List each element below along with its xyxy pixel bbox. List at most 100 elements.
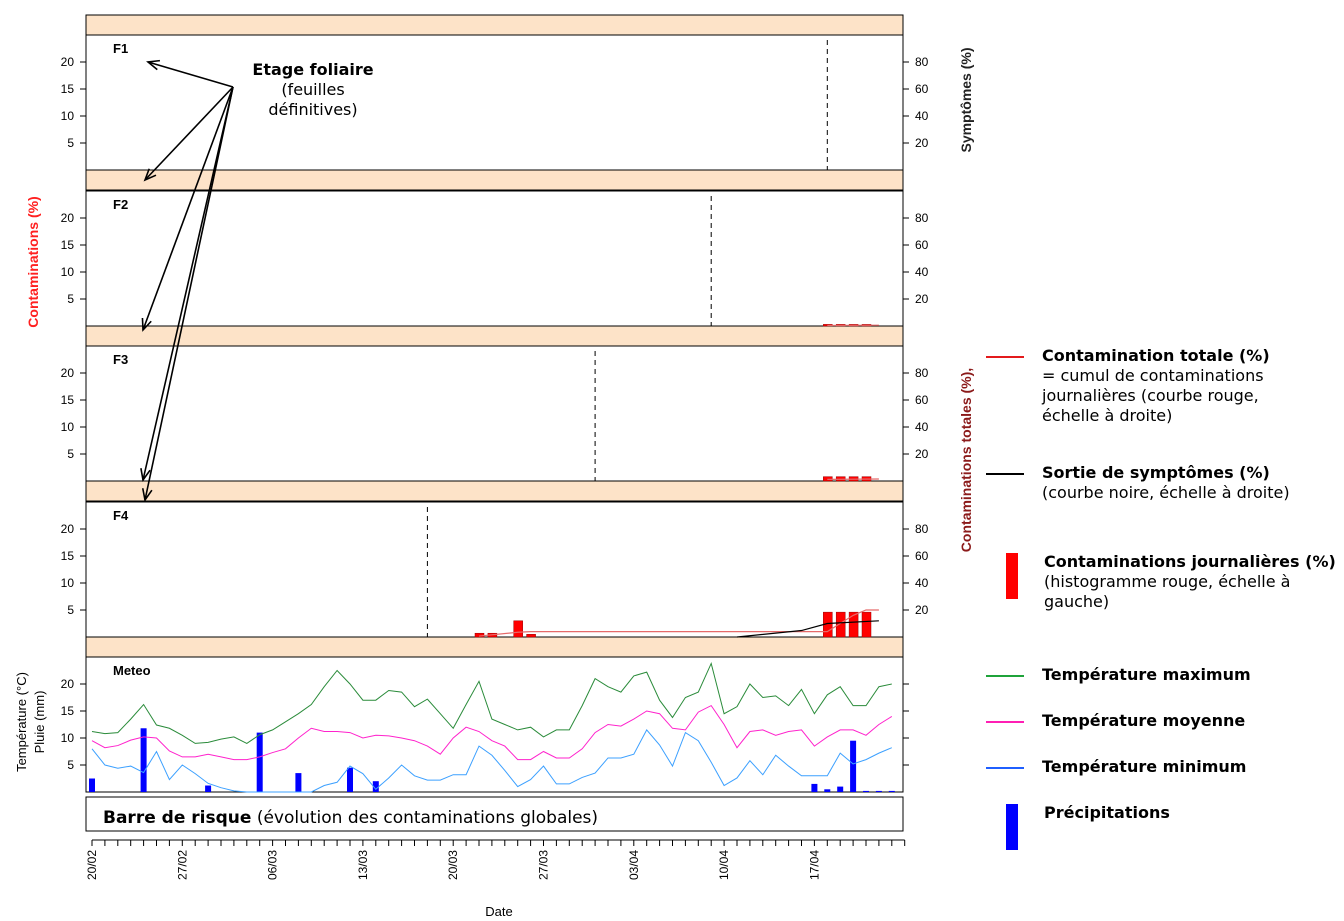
meteo-axis-title-temp: Température (°C) (14, 672, 29, 772)
legend-swatch-1 (986, 473, 1024, 475)
meteo-left-tick-label: 15 (61, 704, 75, 718)
left-tick-label: 10 (61, 109, 75, 123)
panel-label-F3: F3 (113, 352, 128, 367)
left-tick-label: 15 (61, 238, 75, 252)
panel-label-F4: F4 (113, 508, 129, 523)
left-tick-label: 5 (67, 603, 74, 617)
annotation-arrowhead (146, 59, 161, 71)
left-tick-label: 15 (61, 549, 75, 563)
left-tick-label: 20 (61, 522, 75, 536)
right-tick-label: 60 (915, 238, 929, 252)
total-contamination-line (478, 609, 879, 637)
rain-bar (256, 732, 263, 792)
rain-bar (824, 789, 831, 792)
x-tick-label: 27/02 (175, 850, 189, 880)
right-tick-label: 80 (915, 211, 929, 225)
risk-bar-label: Barre de risque (évolution des contamina… (103, 808, 598, 828)
rain-bar (837, 786, 844, 792)
right-tick-label: 20 (915, 292, 929, 306)
legend-item-0: Contamination totale (%) = cumul de conta… (1042, 346, 1340, 426)
x-tick-label: 27/03 (537, 850, 551, 880)
tmax-line (91, 661, 892, 744)
x-tick-label: 13/03 (356, 850, 370, 880)
panel-label-F1: F1 (113, 41, 128, 56)
right-tick-label: 20 (915, 447, 929, 461)
rain-bar (875, 790, 882, 792)
panel-strip-F1 (85, 169, 904, 191)
legend-title: Précipitations (1044, 803, 1170, 822)
legend-desc-line: (histogramme rouge, échelle à (1044, 572, 1291, 591)
annotation-arrowhead (140, 468, 151, 483)
rain-bar (811, 783, 818, 792)
right-tick-label: 80 (915, 522, 929, 536)
left-axis-title: Contaminations (%) (25, 196, 41, 327)
right-tick-label: 80 (915, 366, 929, 380)
panel-F3 (85, 345, 904, 482)
meteo-left-tick-label: 20 (61, 677, 75, 691)
rain-bar (347, 767, 353, 792)
risk-bar (85, 796, 904, 832)
rain-bar (850, 740, 857, 792)
x-tick-label: 20/02 (85, 850, 99, 880)
panel-F2 (85, 190, 904, 327)
panel-F4 (85, 501, 904, 638)
x-tick-label: 06/03 (266, 850, 280, 880)
legend-title: Température minimum (1042, 757, 1247, 776)
x-tick-label: 17/04 (807, 850, 821, 880)
legend-item-2: Contaminations journalières (%) (histogra… (1044, 552, 1342, 612)
legend-title: Sortie de symptômes (%) (1042, 463, 1270, 482)
rain-bar (372, 781, 379, 792)
daily-contamination-bar (513, 620, 523, 638)
right-tick-label: 60 (915, 82, 929, 96)
right-tick-label: 20 (915, 603, 929, 617)
annotation-title: Etage foliaire (252, 60, 374, 79)
annotation-arrowhead (143, 168, 157, 182)
rain-bar (863, 790, 869, 792)
right-tick-label: 60 (915, 393, 929, 407)
annotation-arrow (147, 61, 234, 88)
meteo-label: Meteo (113, 663, 151, 678)
meteo-left-tick-label: 10 (61, 731, 75, 745)
left-tick-label: 20 (61, 366, 75, 380)
legend-desc-line: échelle à droite) (1042, 406, 1173, 425)
legend-desc-line: journalières (courbe rouge, (1042, 386, 1259, 405)
right-tick-label: 40 (915, 420, 929, 434)
x-axis-title: Date (485, 904, 512, 919)
rain-bar (888, 790, 895, 792)
legend-item-6: Précipitations (1044, 803, 1342, 823)
legend-swatch-2 (1006, 553, 1018, 599)
legend-item-3: Température maximum (1042, 665, 1340, 685)
rain-bar (295, 773, 302, 792)
annotation-line2: définitives) (268, 100, 358, 119)
meteo-axis-title-rain: Pluie (mm) (32, 691, 47, 754)
legend-item-4: Température moyenne (1042, 711, 1340, 731)
legend-swatch-4 (986, 721, 1024, 723)
panel-meteo (85, 656, 904, 793)
x-tick-label: 20/03 (446, 850, 460, 880)
left-tick-label: 10 (61, 420, 75, 434)
rain-bar (205, 785, 212, 792)
symptoms-line (736, 620, 879, 638)
legend-desc-line: (courbe noire, échelle à droite) (1042, 483, 1290, 502)
right-tick-label: 40 (915, 265, 929, 279)
right-tick-label: 40 (915, 576, 929, 590)
risk-bar-title: Barre de risque (103, 808, 252, 828)
daily-contamination-bar (526, 634, 536, 638)
legend-title: Température maximum (1042, 665, 1251, 684)
legend-title: Contaminations journalières (%) (1044, 552, 1336, 571)
annotation-arrow (144, 86, 234, 181)
annotation-arrow (144, 86, 234, 501)
panel-label-F2: F2 (113, 197, 128, 212)
annotation-arrow (142, 86, 234, 331)
right-tick-label: 80 (915, 55, 929, 69)
legend-swatch-5 (986, 767, 1024, 769)
header-strip (85, 14, 904, 36)
left-tick-label: 10 (61, 265, 75, 279)
right-tick-label: 40 (915, 109, 929, 123)
panel-strip-F2 (85, 325, 904, 347)
legend-swatch-3 (986, 675, 1024, 677)
legend-desc-line: gauche) (1044, 592, 1110, 611)
right-axis-title-symptoms: Symptômes (%) (958, 47, 974, 152)
legend-item-1: Sortie de symptômes (%) (courbe noire, éc… (1042, 463, 1340, 503)
legend-title: Température moyenne (1042, 711, 1246, 730)
